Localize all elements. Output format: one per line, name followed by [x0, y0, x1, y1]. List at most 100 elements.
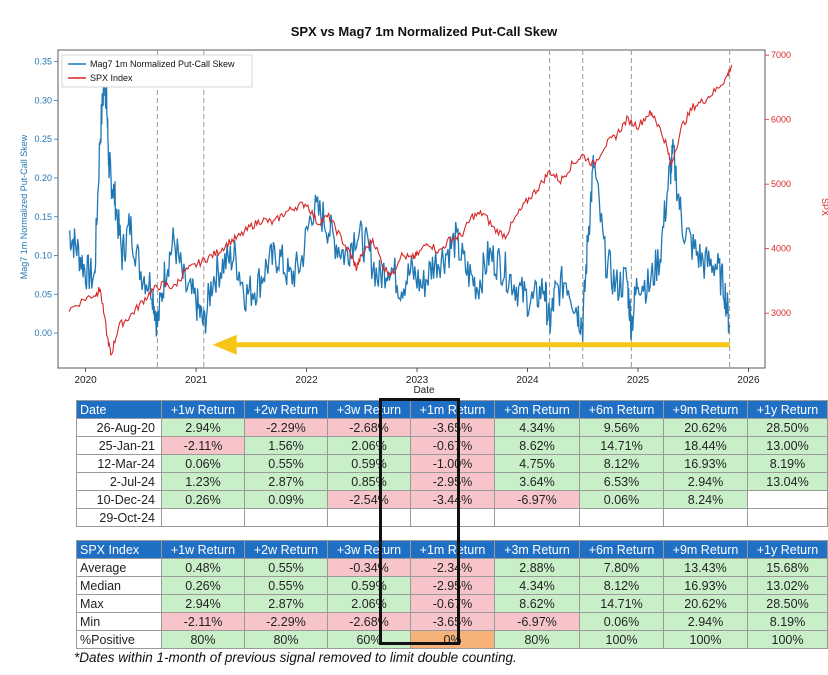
table-row: 12-Mar-24 0.06% 0.55% 0.59% -1.00% 4.75% 8.12%…: [76, 454, 828, 473]
column-header: +3w Return: [327, 540, 411, 559]
table-cell: -3.44%: [410, 490, 495, 509]
table-cell: [410, 508, 495, 527]
table-cell: [494, 508, 580, 527]
table-cell: 0.59%: [327, 576, 411, 595]
series-spx: [68, 64, 733, 356]
table-cell: 3.64%: [494, 472, 580, 491]
table-cell: 2.06%: [327, 594, 411, 613]
table-cell: 8.12%: [579, 454, 664, 473]
table-row: %Positive 80% 80% 60% 0% 80% 100% 100% 100%: [76, 630, 828, 649]
table-cell: 1.56%: [244, 436, 328, 455]
table-cell: 1.23%: [161, 472, 245, 491]
table-cell: 6.53%: [579, 472, 664, 491]
y-left-tick-label: 0.00: [34, 328, 52, 338]
row-label: 2-Jul-24: [76, 472, 162, 491]
spx-line: [68, 64, 733, 356]
column-header: +1y Return: [747, 400, 828, 419]
table-cell: -2.68%: [327, 418, 411, 437]
table-cell: 0.09%: [244, 490, 328, 509]
table-cell: 60%: [327, 630, 411, 649]
table-cell: 80%: [494, 630, 580, 649]
table-cell: [579, 508, 664, 527]
legend: Mag7 1m Normalized Put-Call Skew SPX Ind…: [61, 54, 253, 88]
y-left-tick-label: 0.05: [34, 289, 52, 299]
table-cell: 2.94%: [161, 594, 245, 613]
table-cell: [747, 508, 828, 527]
table-cell: 18.44%: [663, 436, 748, 455]
table-cell: -2.68%: [327, 612, 411, 631]
column-header: +1w Return: [161, 540, 245, 559]
column-header: +2w Return: [244, 400, 328, 419]
row-label: Average: [76, 558, 162, 577]
row-label: Min: [76, 612, 162, 631]
column-header: +3w Return: [327, 400, 411, 419]
table-cell: -0.67%: [410, 436, 495, 455]
table-cell: -2.11%: [161, 612, 245, 631]
y-left-tick-label: 0.35: [34, 57, 52, 67]
plot-frame: [57, 49, 766, 369]
table-cell: -2.11%: [161, 436, 245, 455]
legend-box: [61, 54, 253, 88]
table-cell: 100%: [663, 630, 748, 649]
table-cell: 13.00%: [747, 436, 828, 455]
x-tick-label: 2026: [737, 375, 760, 386]
table-cell: 2.94%: [161, 418, 245, 437]
table-cell: -0.34%: [327, 558, 411, 577]
signal-table-header: Date +1w Return +2w Return +3w Return +1m Re…: [76, 400, 828, 419]
y-right-tick-label: 3000: [771, 308, 791, 318]
table-row: Median 0.26% 0.55% 0.59% -2.95% 4.34% 8.12% 16.…: [76, 576, 828, 595]
row-label: 29-Oct-24: [76, 508, 162, 527]
table-cell: 0%: [410, 630, 495, 649]
table-row: 29-Oct-24: [76, 508, 828, 527]
plot-border: [57, 49, 766, 369]
skew-line: [68, 67, 731, 342]
chart-svg: SPX vs Mag7 1m Normalized Put-Call Skew …: [19, 24, 828, 395]
table-cell: 0.26%: [161, 490, 245, 509]
table-cell: -3.65%: [410, 612, 495, 631]
table-cell: 0.59%: [327, 454, 411, 473]
series-skew: [68, 67, 731, 342]
y-right-tick-label: 4000: [771, 244, 791, 254]
table-cell: 2.87%: [244, 472, 328, 491]
y-right-tick-label: 7000: [771, 50, 791, 60]
table-cell: 14.71%: [579, 436, 664, 455]
chart-title: SPX vs Mag7 1m Normalized Put-Call Skew: [291, 24, 558, 39]
table-cell: 2.88%: [494, 558, 580, 577]
y-left-tick-label: 0.20: [34, 173, 52, 183]
table-cell: 0.26%: [161, 576, 245, 595]
table-row: 26-Aug-20 2.94% -2.29% -2.68% -3.65% 4.34% 9.5…: [76, 418, 828, 437]
table-cell: 0.48%: [161, 558, 245, 577]
table-cell: 16.93%: [663, 576, 748, 595]
table-cell: -2.95%: [410, 472, 495, 491]
table-cell: -2.29%: [244, 418, 328, 437]
signal-table-body: 26-Aug-20 2.94% -2.29% -2.68% -3.65% 4.34% 9.5…: [76, 418, 828, 527]
column-header: +3m Return: [494, 540, 580, 559]
table-cell: 0.85%: [327, 472, 411, 491]
row-label: 12-Mar-24: [76, 454, 162, 473]
chart-area: SPX vs Mag7 1m Normalized Put-Call Skew …: [19, 24, 828, 395]
signal-returns-table: Date +1w Return +2w Return +3w Return +1m Re…: [76, 400, 828, 527]
table-cell: 0.55%: [244, 558, 328, 577]
table-row: 10-Dec-24 0.26% 0.09% -2.54% -3.44% -6.97% 0.0…: [76, 490, 828, 509]
y-right-tick-label: 5000: [771, 179, 791, 189]
summary-table-header: SPX Index +1w Return +2w Return +3w Return +…: [76, 540, 828, 559]
table-cell: 13.43%: [663, 558, 748, 577]
row-label: Median: [76, 576, 162, 595]
y-left-tick-label: 0.30: [34, 95, 52, 105]
table-cell: [327, 508, 411, 527]
table-cell: -2.29%: [244, 612, 328, 631]
table-cell: 8.19%: [747, 454, 828, 473]
y-axis-label-left: Mag7 1m Normalized Put-Call Skew: [19, 134, 29, 279]
y-right-tick-label: 6000: [771, 115, 791, 125]
column-header: +9m Return: [663, 400, 748, 419]
table-cell: -2.54%: [327, 490, 411, 509]
table-cell: -2.95%: [410, 576, 495, 595]
table-cell: 0.06%: [579, 490, 664, 509]
table-cell: 2.87%: [244, 594, 328, 613]
table-cell: -0.67%: [410, 594, 495, 613]
table-cell: 8.19%: [747, 612, 828, 631]
table-cell: 4.34%: [494, 418, 580, 437]
x-tick-label: 2023: [406, 375, 429, 386]
column-header: +6m Return: [579, 400, 664, 419]
legend-entry-skew: Mag7 1m Normalized Put-Call Skew: [90, 59, 235, 69]
